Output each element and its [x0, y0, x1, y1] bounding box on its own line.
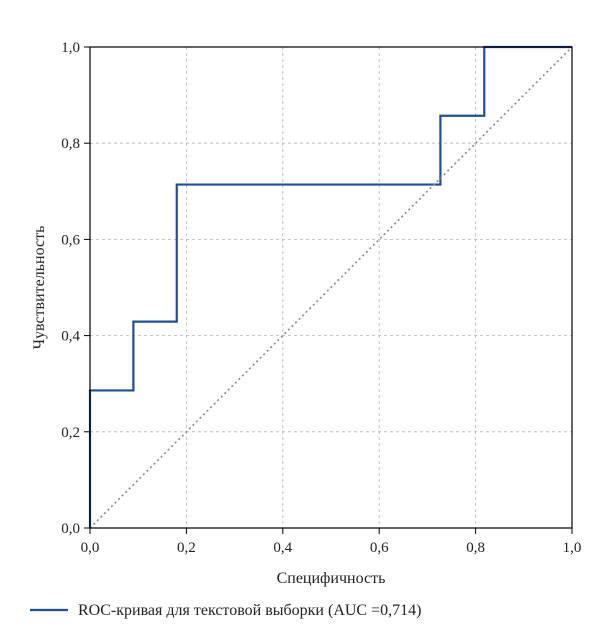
- x-tick-label: 0,6: [370, 540, 389, 556]
- plot-frame: [89, 46, 573, 529]
- legend-label-roc: ROC-кривая для текстовой выборки (AUC =0…: [78, 602, 421, 619]
- x-tick-label: 0,8: [466, 540, 485, 556]
- reference-diagonal-line: [89, 46, 573, 529]
- y-tick-label: 0,4: [61, 329, 80, 345]
- axis-ticks: 0,0 0,2 0,4 0,6 0,8 1,0 0,0 0,2 0,4 0,6 0,8 1,0: [61, 40, 581, 556]
- y-tick-label: 0,0: [61, 521, 80, 537]
- y-tick-label: 1,0: [61, 40, 80, 56]
- x-tick-label: 0,4: [273, 540, 292, 556]
- x-tick-label: 0,0: [81, 540, 100, 556]
- roc-curve-line: [88, 45, 572, 528]
- y-axis-title: Чувствительность: [31, 226, 48, 350]
- legend: ROC-кривая для текстовой выборки (AUC =0…: [30, 602, 421, 619]
- y-tick-label: 0,6: [61, 232, 80, 248]
- x-axis-title: Специфичность: [277, 570, 386, 587]
- x-tick-label: 0,2: [177, 540, 196, 556]
- y-tick-label: 0,8: [61, 136, 80, 152]
- x-tick-label: 1,0: [563, 540, 582, 556]
- y-tick-label: 0,2: [61, 425, 80, 441]
- grid: [90, 47, 572, 528]
- series-layer: [88, 45, 573, 529]
